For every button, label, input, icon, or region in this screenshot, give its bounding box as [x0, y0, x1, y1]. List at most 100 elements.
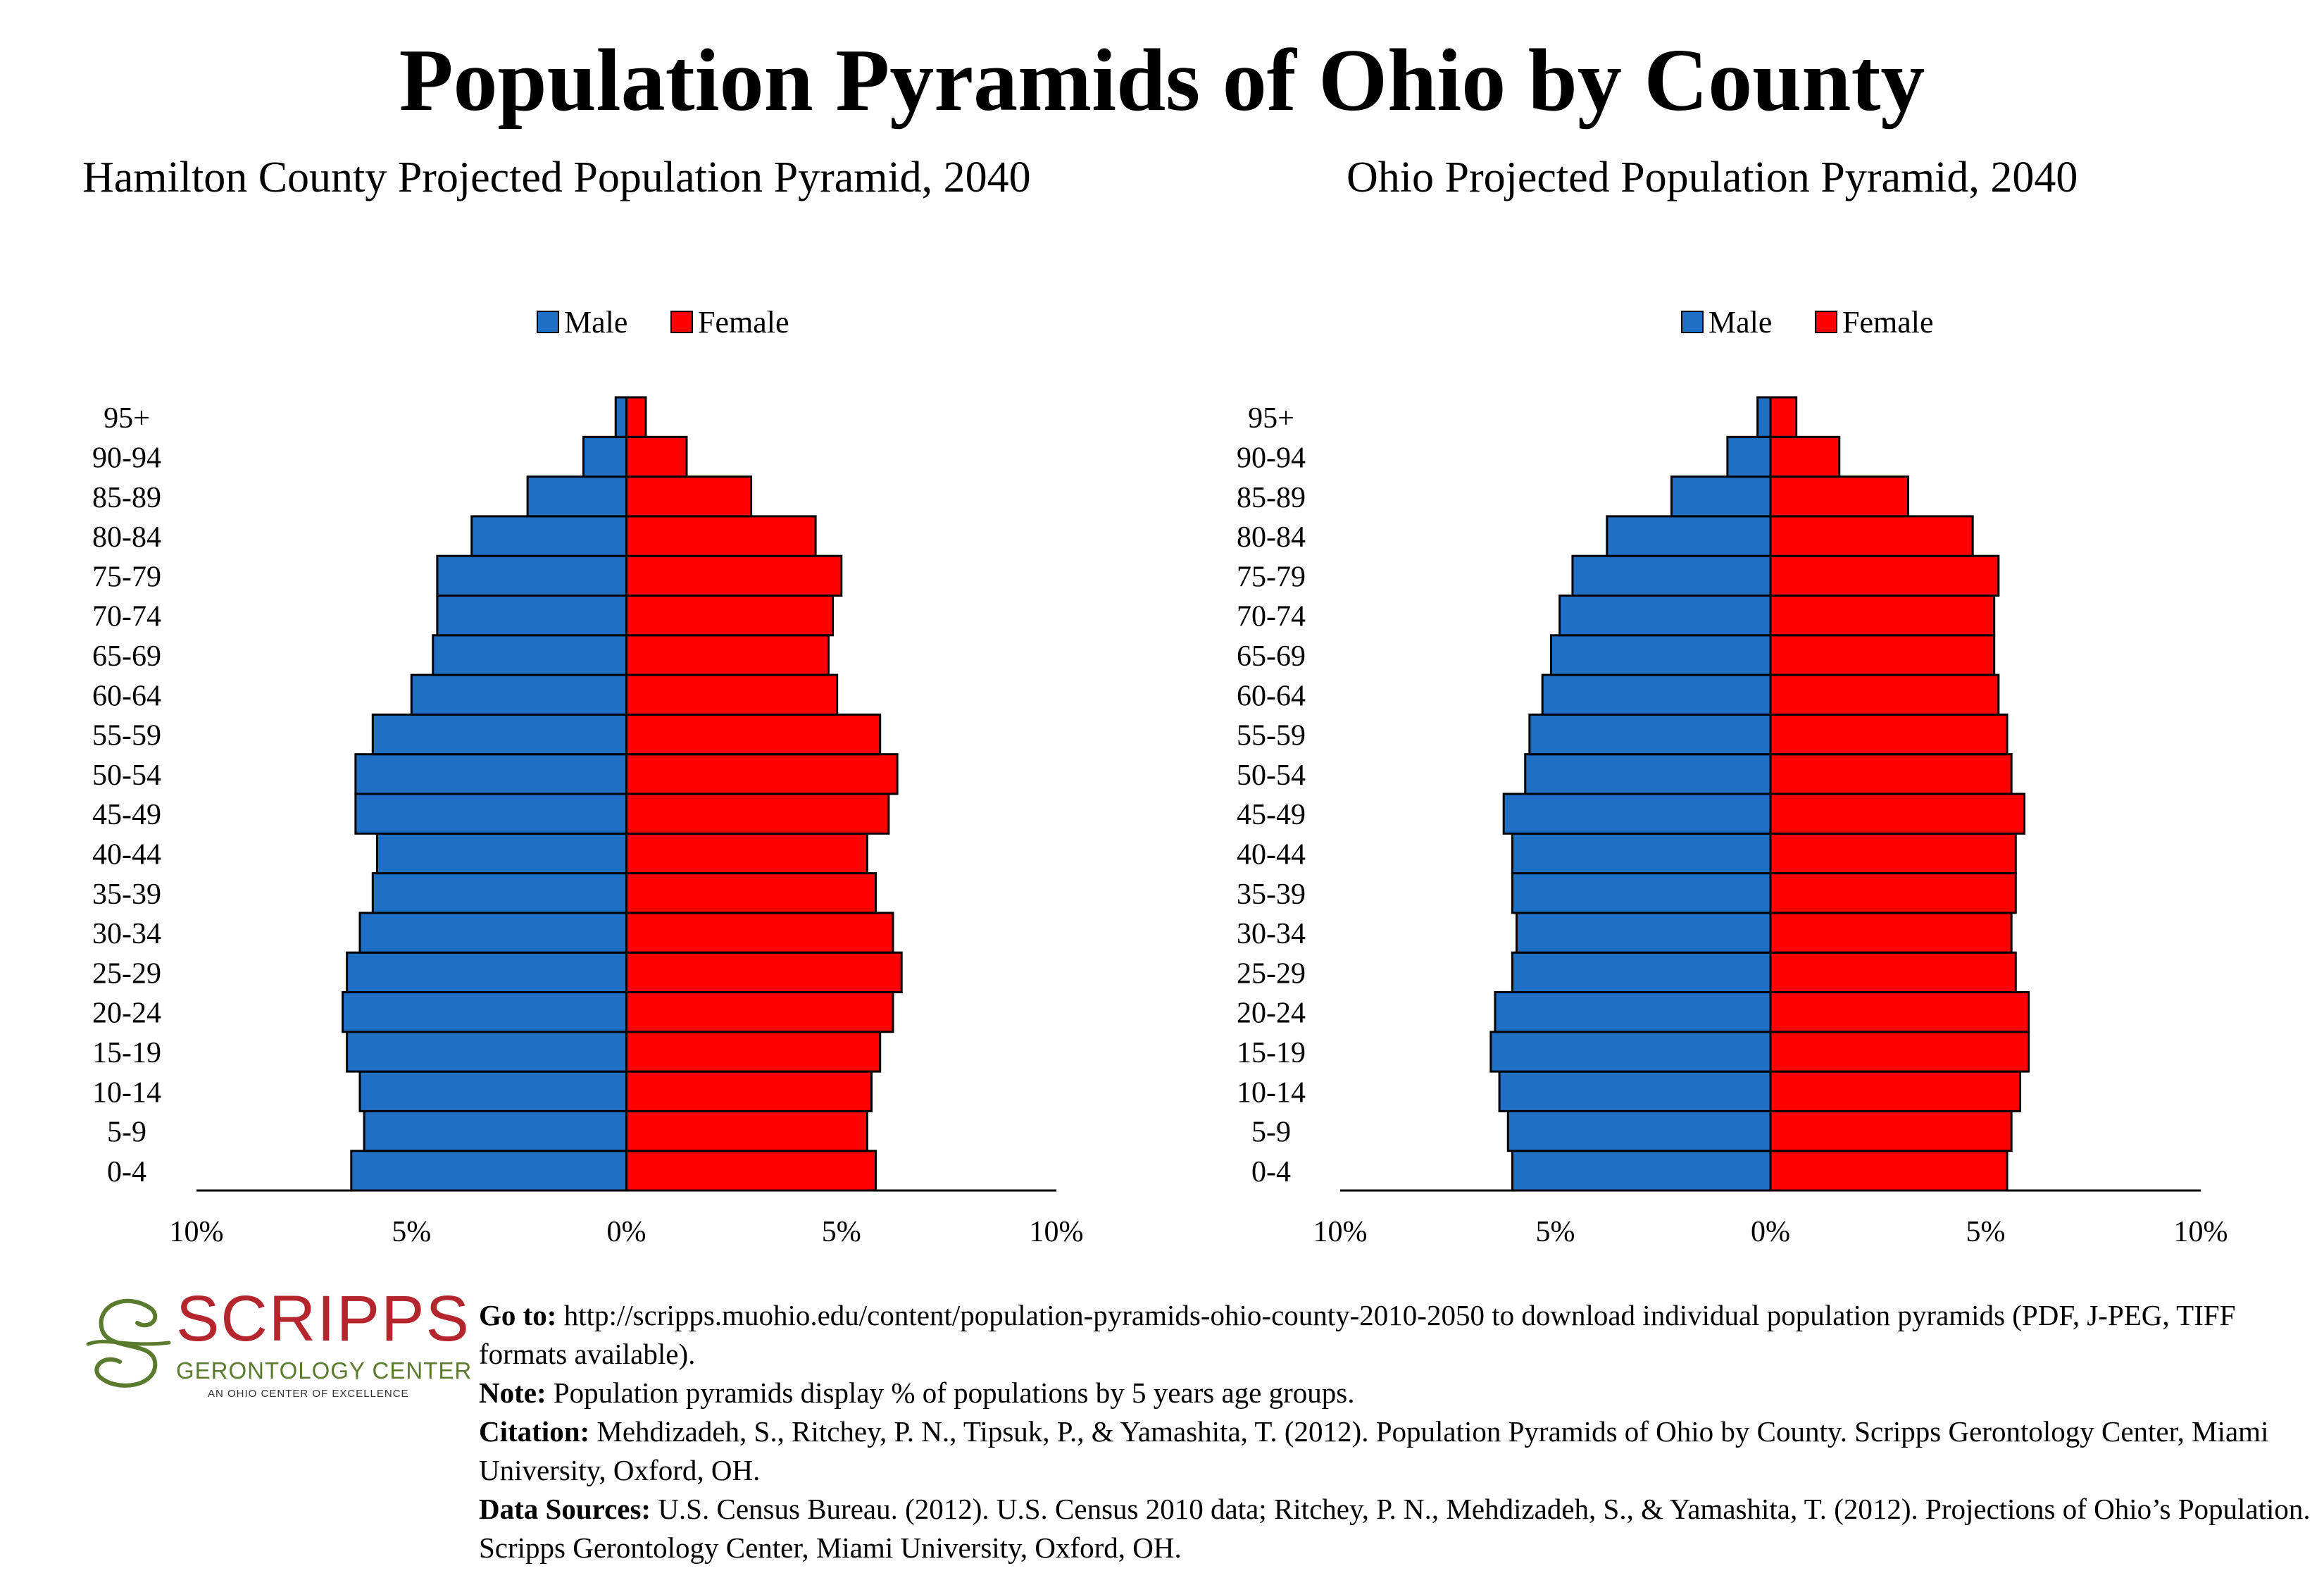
ohio-male-bar-45-49 — [1502, 792, 1772, 835]
goto-text[interactable]: http://scripps.muohio.edu/content/popula… — [479, 1299, 2236, 1370]
ohio-age-label: 25-29 — [1237, 957, 1306, 990]
ohio-male-bar-55-59 — [1528, 713, 1772, 756]
hamilton-male-bar-35-39 — [371, 872, 627, 914]
hamilton-x-tick-label: 10% — [170, 1216, 224, 1248]
ohio-x-tick-label: 5% — [1536, 1216, 1575, 1248]
ohio-age-label: 30-34 — [1237, 918, 1306, 950]
ohio-legend-female-swatch — [1815, 311, 1837, 333]
hamilton-male-bar-85-89 — [526, 476, 628, 518]
hamilton-legend-female-label: Female — [698, 305, 789, 340]
goto-label: Go to: — [479, 1299, 557, 1331]
ohio-pyramid-chart: 0-4 5-9 10-14 15-19 20-24 25-29 30-34 35-39 40-4… — [1237, 305, 2228, 1248]
ohio-x-tick-label: 10% — [1313, 1216, 1368, 1248]
ohio-age-label: 80-84 — [1237, 521, 1306, 554]
hamilton-male-bar-70-74 — [436, 595, 627, 637]
ohio-age-label: 85-89 — [1237, 482, 1306, 514]
hamilton-female-bar-55-59 — [625, 713, 882, 756]
footer-citation: Citation: Mehdizadeh, S., Ritchey, P. N.… — [479, 1412, 2317, 1490]
ohio-female-bar-45-49 — [1769, 792, 2025, 835]
hamilton-male-bar-45-49 — [354, 792, 627, 835]
ohio-female-bar-70-74 — [1769, 595, 1996, 637]
hamilton-female-bar-75-79 — [625, 554, 843, 597]
ohio-female-bar-75-79 — [1769, 554, 2000, 597]
hamilton-female-bar-35-39 — [625, 872, 877, 914]
hamilton-age-label: 0-4 — [107, 1156, 146, 1188]
ohio-female-bar-80-84 — [1769, 515, 1974, 557]
ohio-male-bar-20-24 — [1494, 991, 1772, 1033]
ohio-age-label: 5-9 — [1251, 1117, 1291, 1149]
ohio-male-bar-15-19 — [1489, 1031, 1772, 1073]
ohio-age-label: 70-74 — [1237, 601, 1306, 633]
ohio-male-bar-80-84 — [1606, 515, 1772, 557]
ohio-female-bar-5-9 — [1769, 1110, 2013, 1152]
footer-notes: Go to: http://scripps.muohio.edu/content… — [479, 1296, 2317, 1567]
ohio-age-label: 65-69 — [1237, 640, 1306, 673]
ohio-age-label: 90-94 — [1237, 442, 1306, 474]
note-label: Note: — [479, 1376, 546, 1409]
ohio-male-bar-95+ — [1756, 396, 1772, 438]
hamilton-female-bar-20-24 — [625, 991, 894, 1033]
ohio-male-bar-35-39 — [1511, 872, 1772, 914]
ohio-age-label: 55-59 — [1237, 720, 1306, 752]
hamilton-age-label: 30-34 — [92, 918, 161, 950]
hamilton-female-bar-85-89 — [625, 476, 753, 518]
ohio-age-label: 75-79 — [1237, 561, 1306, 593]
ohio-male-bar-90-94 — [1726, 435, 1772, 478]
hamilton-age-label: 25-29 — [92, 957, 161, 990]
ohio-age-label: 45-49 — [1237, 799, 1306, 831]
ohio-female-bar-15-19 — [1769, 1031, 2030, 1073]
ohio-legend-male-swatch — [1681, 311, 1704, 333]
ohio-female-bar-65-69 — [1769, 634, 1996, 676]
ohio-female-bar-35-39 — [1769, 872, 2017, 914]
ohio-male-bar-60-64 — [1541, 673, 1772, 716]
hamilton-age-label: 5-9 — [107, 1117, 146, 1149]
ohio-age-label: 0-4 — [1251, 1156, 1291, 1188]
scripps-swirl-icon — [86, 1298, 171, 1388]
ohio-age-label: 50-54 — [1237, 759, 1306, 792]
hamilton-female-bar-45-49 — [625, 792, 890, 835]
ohio-female-bar-30-34 — [1769, 912, 2013, 954]
sources-label: Data Sources: — [479, 1493, 651, 1525]
hamilton-pyramid-chart: 0-4 5-9 10-14 15-19 20-24 25-29 30-34 35-39 40-4… — [92, 305, 1084, 1248]
ohio-age-label: 95+ — [1248, 402, 1294, 435]
ohio-female-bar-25-29 — [1769, 951, 2017, 993]
hamilton-male-bar-20-24 — [342, 991, 627, 1033]
ohio-male-bar-50-54 — [1524, 753, 1772, 795]
hamilton-age-label: 80-84 — [92, 521, 161, 554]
logo-word: SCRIPPS — [176, 1283, 470, 1355]
ohio-male-bar-75-79 — [1571, 554, 1772, 597]
hamilton-x-tick-label: 5% — [392, 1216, 431, 1248]
hamilton-female-bar-80-84 — [625, 515, 817, 557]
hamilton-female-bar-60-64 — [625, 673, 839, 716]
ohio-male-bar-85-89 — [1670, 476, 1772, 518]
hamilton-age-label: 95+ — [104, 402, 150, 435]
hamilton-male-bar-40-44 — [375, 832, 627, 875]
hamilton-legend-male-swatch — [537, 311, 559, 333]
hamilton-female-bar-90-94 — [625, 435, 688, 478]
hamilton-male-bar-10-14 — [358, 1070, 627, 1112]
hamilton-female-bar-30-34 — [625, 912, 894, 954]
sources-text: U.S. Census Bureau. (2012). U.S. Census … — [479, 1493, 2311, 1564]
scripps-logo: SCRIPPS GERONTOLOGY CENTER AN OHIO CENTE… — [85, 1283, 471, 1400]
citation-text: Mehdizadeh, S., Ritchey, P. N., Tipsuk, … — [479, 1415, 2269, 1486]
hamilton-age-label: 65-69 — [92, 640, 161, 673]
ohio-male-bar-30-34 — [1516, 912, 1772, 954]
main-title: Population Pyramids of Ohio by County — [399, 32, 1925, 130]
ohio-x-tick-label: 0% — [1751, 1216, 1790, 1248]
logo-subtitle: GERONTOLOGY CENTER — [176, 1357, 473, 1384]
ohio-female-bar-10-14 — [1769, 1070, 2021, 1112]
hamilton-female-bar-25-29 — [625, 951, 903, 993]
ohio-female-bar-40-44 — [1769, 832, 2017, 875]
ohio-age-label: 40-44 — [1237, 838, 1306, 871]
hamilton-female-bar-40-44 — [625, 832, 868, 875]
hamilton-legend-female-swatch — [670, 311, 693, 333]
ohio-legend-female-label: Female — [1842, 305, 1934, 340]
hamilton-x-tick-label: 10% — [1030, 1216, 1084, 1248]
ohio-age-label: 15-19 — [1237, 1037, 1306, 1069]
note-text: Population pyramids display % of populat… — [553, 1376, 1355, 1409]
ohio-legend-male-label: Male — [1708, 305, 1772, 340]
ohio-chart-title: Ohio Projected Population Pyramid, 2040 — [1347, 154, 2078, 201]
ohio-age-label: 35-39 — [1237, 878, 1306, 911]
ohio-female-bar-20-24 — [1769, 991, 2030, 1033]
hamilton-x-tick-label: 0% — [607, 1216, 646, 1248]
